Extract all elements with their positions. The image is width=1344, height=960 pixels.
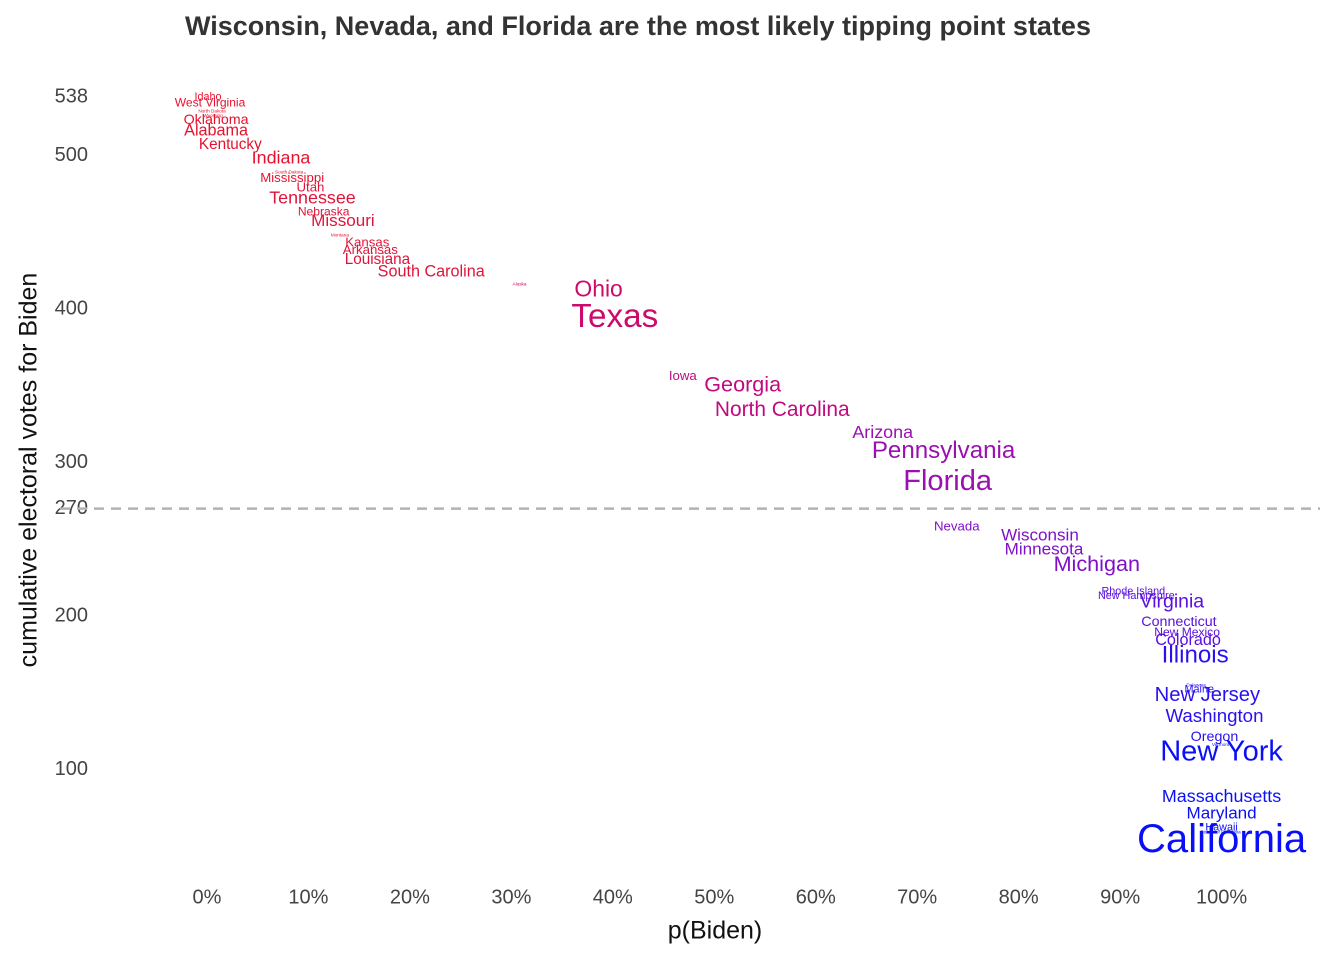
state-label: Florida <box>903 465 993 497</box>
x-tick-label: 70% <box>897 886 937 908</box>
state-label: Utah <box>296 179 324 194</box>
state-label: Colorado <box>1155 631 1221 649</box>
state-label: Oregon <box>1191 729 1239 745</box>
state-label: Arizona <box>852 422 913 442</box>
state-label: Maine <box>1185 684 1214 696</box>
x-tick-label: 20% <box>390 886 430 908</box>
y-tick-label: 400 <box>55 297 88 319</box>
state-label: New Mexico <box>1154 625 1220 639</box>
state-label: Virginia <box>1140 590 1205 612</box>
x-tick-label: 60% <box>796 886 836 908</box>
state-label: Kentucky <box>199 136 262 153</box>
x-tick-label: 80% <box>999 886 1039 908</box>
state-label: South Carolina <box>378 262 485 280</box>
state-label: Indiana <box>252 147 311 167</box>
x-tick-label: 0% <box>193 886 222 908</box>
x-tick-label: 100% <box>1196 886 1247 908</box>
state-label: West Virginia <box>175 96 246 110</box>
state-label: Oklahoma <box>184 112 249 128</box>
chart-title: Wisconsin, Nevada, and Florida are the m… <box>185 11 1091 41</box>
x-tick-label: 30% <box>491 886 531 908</box>
x-tick-label: 10% <box>288 886 328 908</box>
state-label: Mississippi <box>260 170 324 185</box>
y-tick-label: 538 <box>55 86 88 108</box>
state-label: Washington <box>1165 705 1263 726</box>
state-label: Connecticut <box>1141 614 1216 630</box>
state-label: Wyoming <box>203 113 223 118</box>
state-label: Idaho <box>194 91 221 103</box>
state-label: Kansas <box>345 235 389 250</box>
state-label: Iowa <box>669 368 698 383</box>
state-label: South Dakota <box>275 170 304 175</box>
state-label: New Hampshire <box>1098 590 1175 602</box>
y-tick-label: 200 <box>55 604 88 626</box>
state-label: Massachusetts <box>1162 786 1281 806</box>
state-label: California <box>1137 817 1307 861</box>
y-tick-label: 100 <box>55 758 88 780</box>
state-label: Vermont <box>1212 742 1230 747</box>
state-label: District of Columbia <box>1200 830 1241 835</box>
state-label: Arkansas <box>343 242 398 257</box>
state-label: Hawaii <box>1205 822 1237 834</box>
state-label: Ohio <box>574 276 622 302</box>
state-label: Louisiana <box>345 251 411 268</box>
state-label: Texas <box>571 298 658 335</box>
state-label: Missouri <box>311 211 375 230</box>
x-axis-label: p(Biden) <box>668 917 763 945</box>
state-label: Nebraska <box>298 205 350 219</box>
state-label: Alabama <box>184 121 248 139</box>
state-label: Illinois <box>1162 641 1229 668</box>
state-label: Montana <box>331 233 350 238</box>
y-tick-label: 270 <box>55 497 88 519</box>
state-label: North Carolina <box>715 398 850 421</box>
state-label: Nevada <box>934 518 980 533</box>
y-axis-label: cumulative electoral votes for Biden <box>15 273 43 668</box>
state-label: New York <box>1160 735 1283 767</box>
state-label: North Dakota <box>198 108 226 113</box>
state-label: Georgia <box>704 371 782 396</box>
y-tick-label: 300 <box>55 451 88 473</box>
state-label: Pennsylvania <box>872 437 1016 464</box>
state-label: Rhode Island <box>1101 585 1165 597</box>
x-tick-label: 40% <box>593 886 633 908</box>
x-tick-label: 90% <box>1100 886 1140 908</box>
state-label: Wisconsin <box>1001 526 1079 545</box>
state-label: Minnesota <box>1005 540 1084 559</box>
y-tick-label: 500 <box>55 144 88 166</box>
state-label: Michigan <box>1054 551 1140 576</box>
state-label: Maryland <box>1186 804 1256 823</box>
state-label: Delaware <box>1186 682 1206 687</box>
state-label: Alaska <box>512 282 526 287</box>
x-tick-label: 50% <box>694 886 734 908</box>
state-label: Tennessee <box>269 187 356 207</box>
state-label: New Jersey <box>1155 684 1261 706</box>
